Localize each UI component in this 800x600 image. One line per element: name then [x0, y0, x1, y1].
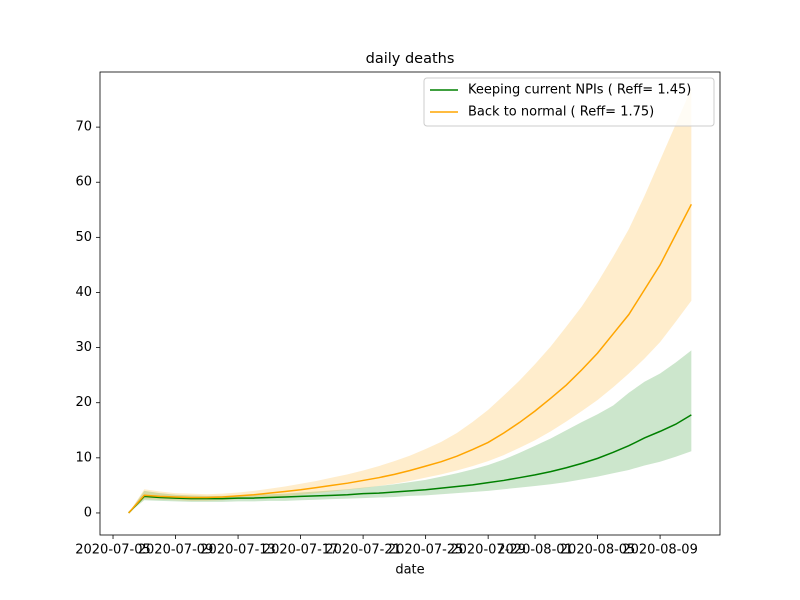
x-tick-label: 2020-08-09: [622, 543, 698, 558]
x-tick-label: 2020-07-25: [388, 543, 464, 558]
y-tick-label: 40: [75, 285, 92, 300]
y-tick-label: 10: [75, 450, 92, 465]
series-line: [128, 414, 692, 514]
y-tick-label: 50: [75, 230, 92, 245]
x-tick-label: 2020-08-01: [497, 543, 573, 558]
plot-frame: [99, 71, 721, 536]
x-tick-label: 2020-07-13: [200, 543, 276, 558]
x-tick-label: 2020-08-05: [560, 543, 636, 558]
y-tick-label: 20: [75, 395, 92, 410]
legend-box: [423, 77, 715, 127]
x-tick-label: 2020-07-21: [325, 543, 401, 558]
y-tick-label: 30: [75, 340, 92, 355]
y-tick-label: 0: [84, 505, 92, 520]
x-tick-label: 2020-07-17: [263, 543, 339, 558]
legend-label: Back to normal ( Reff= 1.75): [468, 105, 654, 120]
x-tick-label: 2020-07-29: [450, 543, 526, 558]
series-line: [128, 203, 693, 514]
confidence-band: [128, 88, 692, 513]
x-axis-label: date: [395, 563, 424, 578]
x-tick-label: 2020-07-09: [138, 543, 214, 558]
chart-title: daily deaths: [366, 51, 455, 67]
y-tick-label: 70: [75, 120, 92, 135]
x-tick-label: 2020-07-05: [75, 543, 151, 558]
legend-label: Keeping current NPIs ( Reff= 1.45): [468, 83, 691, 98]
y-tick-label: 60: [75, 175, 92, 190]
